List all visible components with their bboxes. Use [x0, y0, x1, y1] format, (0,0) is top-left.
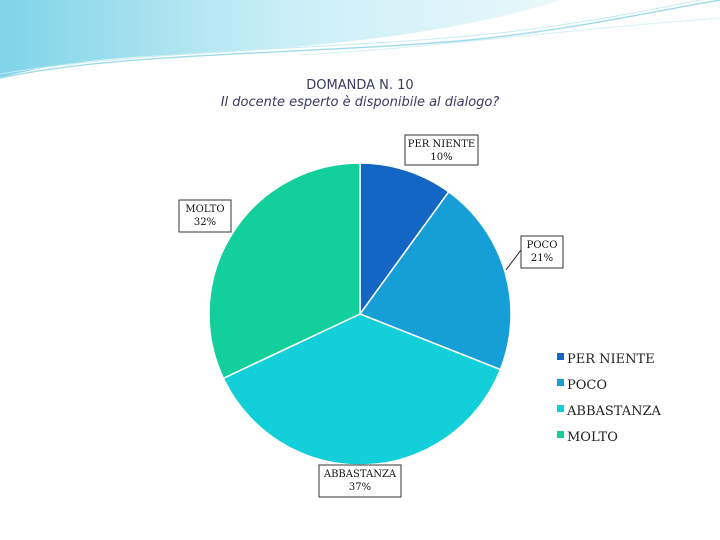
legend-swatch-molto: [557, 431, 564, 438]
svg-text:32%: 32%: [194, 217, 216, 228]
svg-text:POCO: POCO: [527, 240, 558, 251]
data-label-per-niente: PER NIENTE 10%: [404, 134, 479, 166]
legend-label-molto: MOLTO: [567, 430, 618, 445]
data-label-poco: POCO 21%: [505, 235, 564, 271]
svg-text:21%: 21%: [531, 253, 553, 264]
svg-text:MOLTO: MOLTO: [185, 204, 224, 215]
data-label-molto: MOLTO 32%: [178, 199, 232, 233]
pie-slice-molto: [208, 162, 361, 380]
data-label-abbastanza: ABBASTANZA 37%: [318, 464, 402, 498]
pie-slice-poco: [358, 190, 512, 371]
chart-title: DOMANDA N. 10: [306, 78, 414, 93]
svg-text:37%: 37%: [349, 482, 371, 493]
legend-swatch-poco: [557, 379, 564, 386]
svg-text:PER NIENTE: PER NIENTE: [408, 139, 475, 150]
legend-label-per-niente: PER NIENTE: [567, 352, 655, 367]
pie-slice-per-niente: [359, 162, 450, 317]
svg-text:10%: 10%: [430, 152, 452, 163]
legend-swatch-per-niente: [557, 353, 564, 360]
svg-text:ABBASTANZA: ABBASTANZA: [323, 469, 397, 480]
legend-label-poco: POCO: [567, 378, 607, 393]
legend-swatch-abbastanza: [557, 405, 564, 412]
legend-label-abbastanza: ABBASTANZA: [566, 404, 662, 419]
chart-subtitle: Il docente esperto è disponibile al dial…: [220, 95, 500, 110]
